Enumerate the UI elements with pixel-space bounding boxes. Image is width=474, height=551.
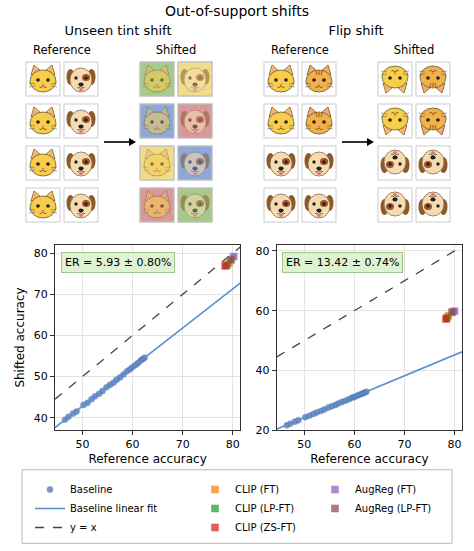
svg-text:Baseline linear fit: Baseline linear fit xyxy=(70,503,157,514)
svg-text:50: 50 xyxy=(297,438,311,451)
svg-text:70: 70 xyxy=(397,438,411,451)
svg-text:CLIP (FT): CLIP (FT) xyxy=(235,484,279,495)
svg-text:Reference accuracy: Reference accuracy xyxy=(88,452,206,466)
svg-text:50: 50 xyxy=(76,438,90,451)
svg-text:60: 60 xyxy=(34,329,48,342)
svg-text:40: 40 xyxy=(256,364,270,377)
svg-text:Shifted accuracy: Shifted accuracy xyxy=(13,287,27,387)
svg-text:20: 20 xyxy=(256,424,270,437)
svg-text:Shifted: Shifted xyxy=(156,43,197,57)
svg-text:CLIP (ZS-FT): CLIP (ZS-FT) xyxy=(235,522,296,533)
svg-text:CLIP (LP-FT): CLIP (LP-FT) xyxy=(235,503,294,514)
svg-text:80: 80 xyxy=(447,438,461,451)
svg-text:70: 70 xyxy=(176,438,190,451)
svg-text:Reference: Reference xyxy=(33,43,91,57)
svg-text:Reference accuracy: Reference accuracy xyxy=(310,452,428,466)
svg-text:Out-of-support shifts: Out-of-support shifts xyxy=(165,3,309,19)
svg-text:AugReg (LP-FT): AugReg (LP-FT) xyxy=(355,503,431,514)
svg-text:70: 70 xyxy=(34,288,48,301)
svg-text:60: 60 xyxy=(126,438,140,451)
svg-text:80: 80 xyxy=(226,438,240,451)
svg-text:Shifted: Shifted xyxy=(394,43,435,57)
svg-text:AugReg (FT): AugReg (FT) xyxy=(355,484,416,495)
svg-text:y = x: y = x xyxy=(70,522,97,533)
svg-text:Flip shift: Flip shift xyxy=(328,23,383,38)
svg-text:50: 50 xyxy=(34,370,48,383)
svg-text:Reference: Reference xyxy=(271,43,329,57)
svg-text:80: 80 xyxy=(34,247,48,260)
svg-text:Baseline: Baseline xyxy=(70,484,112,495)
svg-text:60: 60 xyxy=(256,305,270,318)
svg-text:ER = 13.42 ± 0.74%: ER = 13.42 ± 0.74% xyxy=(286,256,399,269)
svg-text:Unseen tint shift: Unseen tint shift xyxy=(64,23,171,38)
svg-text:40: 40 xyxy=(34,412,48,425)
svg-text:60: 60 xyxy=(347,438,361,451)
svg-text:ER = 5.93 ± 0.80%: ER = 5.93 ± 0.80% xyxy=(65,256,171,269)
svg-text:80: 80 xyxy=(256,245,270,258)
